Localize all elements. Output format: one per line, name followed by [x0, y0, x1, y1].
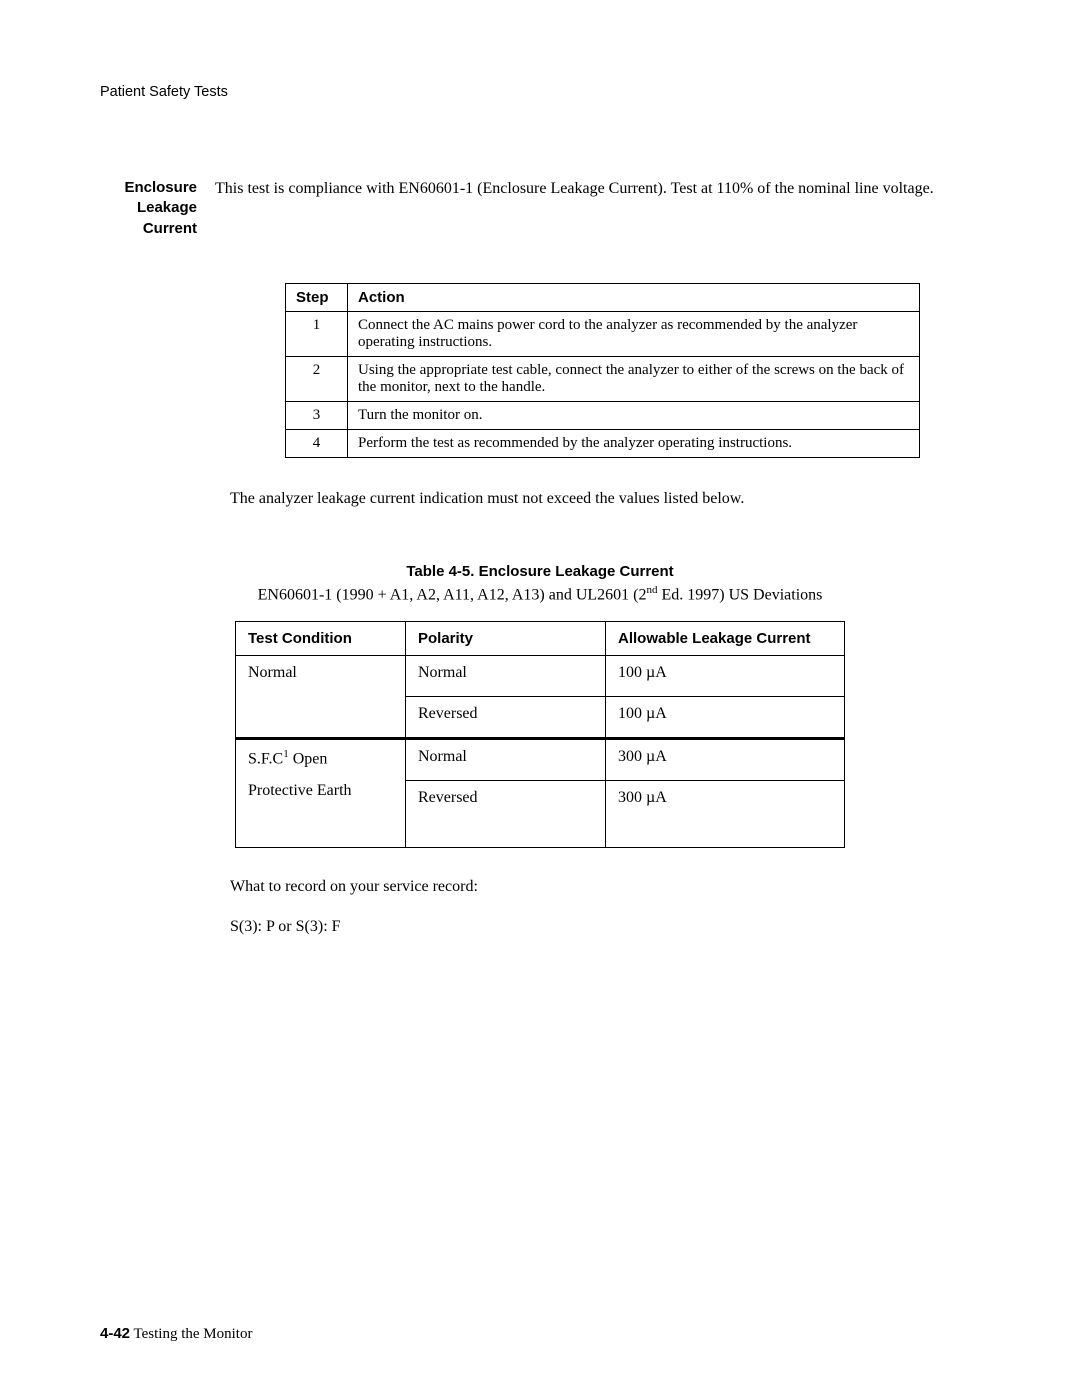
table-header-row: Step Action: [286, 283, 920, 311]
step-number: 3: [286, 401, 348, 429]
polarity-cell: Reversed: [406, 780, 606, 847]
polarity-cell: Normal: [406, 738, 606, 780]
table-row: 1 Connect the AC mains power cord to the…: [286, 311, 920, 356]
limits-table: Test Condition Polarity Allowable Leakag…: [235, 621, 845, 848]
table-row: Normal Normal 100 µA: [236, 655, 845, 696]
section-label-l2: Leakage: [137, 199, 197, 216]
col-polarity: Polarity: [406, 621, 606, 655]
table-subcaption: EN60601-1 (1990 + A1, A2, A11, A12, A13)…: [100, 584, 980, 604]
cond-pre: S.F.C: [248, 750, 283, 767]
table-row: 2 Using the appropriate test cable, conn…: [286, 356, 920, 401]
cond-post: Open: [289, 750, 328, 767]
polarity-cell: Normal: [406, 655, 606, 696]
col-test-condition: Test Condition: [236, 621, 406, 655]
table-row: 3 Turn the monitor on.: [286, 401, 920, 429]
record-intro: What to record on your service record:: [230, 878, 980, 896]
value-cell: 300 µA: [606, 738, 845, 780]
table-row: S.F.C1 Open Protective Earth Normal 300 …: [236, 738, 845, 780]
step-action: Turn the monitor on.: [348, 401, 920, 429]
section-label-l3: Current: [143, 220, 197, 237]
section-body: This test is compliance with EN60601-1 (…: [215, 178, 980, 200]
section-enclosure-leakage: Enclosure Leakage Current This test is c…: [100, 178, 980, 239]
table-caption: Table 4-5. Enclosure Leakage Current: [100, 563, 980, 580]
col-step: Step: [286, 283, 348, 311]
section-label: Enclosure Leakage Current: [100, 178, 215, 239]
page-header: Patient Safety Tests: [100, 84, 980, 100]
table-row: 4 Perform the test as recommended by the…: [286, 429, 920, 457]
value-cell: 300 µA: [606, 780, 845, 847]
cond-cell: Normal: [236, 655, 406, 738]
polarity-cell: Reversed: [406, 696, 606, 738]
col-allowable: Allowable Leakage Current: [606, 621, 845, 655]
footer-text: Testing the Monitor: [130, 1326, 252, 1342]
table-header-row: Test Condition Polarity Allowable Leakag…: [236, 621, 845, 655]
limits-table-wrap: Test Condition Polarity Allowable Leakag…: [235, 621, 845, 848]
value-cell: 100 µA: [606, 696, 845, 738]
col-action: Action: [348, 283, 920, 311]
subcaption-pre: EN60601-1 (1990 + A1, A2, A11, A12, A13)…: [258, 587, 647, 604]
subcaption-post: Ed. 1997) US Deviations: [657, 587, 822, 604]
record-value: S(3): P or S(3): F: [230, 918, 980, 936]
step-action: Connect the AC mains power cord to the a…: [348, 311, 920, 356]
limit-paragraph: The analyzer leakage current indication …: [230, 488, 980, 510]
page-footer: 4-42 Testing the Monitor: [100, 1325, 252, 1343]
section-label-l1: Enclosure: [124, 179, 197, 196]
step-number: 1: [286, 311, 348, 356]
subcaption-sup: nd: [646, 584, 657, 596]
page-number: 4-42: [100, 1325, 130, 1342]
step-action: Using the appropriate test cable, connec…: [348, 356, 920, 401]
steps-table-wrap: Step Action 1 Connect the AC mains power…: [285, 283, 920, 458]
value-cell: 100 µA: [606, 655, 845, 696]
cond-line2: Protective Earth: [248, 782, 352, 799]
step-number: 2: [286, 356, 348, 401]
steps-table: Step Action 1 Connect the AC mains power…: [285, 283, 920, 458]
cond-cell: S.F.C1 Open Protective Earth: [236, 738, 406, 847]
step-action: Perform the test as recommended by the a…: [348, 429, 920, 457]
step-number: 4: [286, 429, 348, 457]
